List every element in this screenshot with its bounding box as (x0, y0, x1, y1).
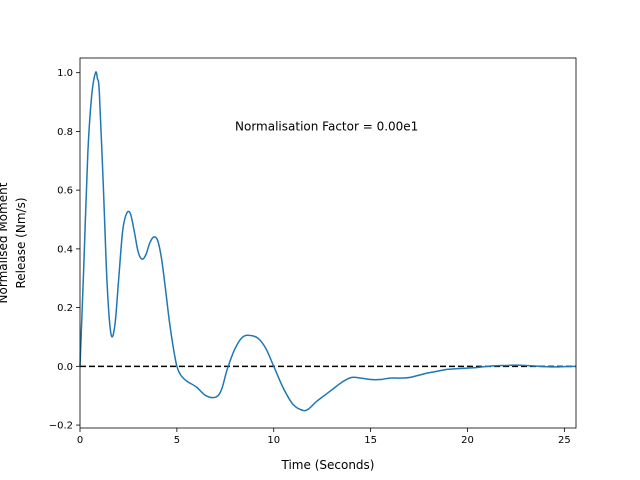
plot-area (80, 58, 576, 428)
y-tick-label: 0.8 (57, 127, 73, 138)
plot-frame (79, 57, 577, 429)
y-tick-label: 0.0 (57, 362, 73, 373)
y-tick-label: 0.4 (57, 244, 73, 255)
y-axis-label-group: Normalised Moment Release (Nm/s) (0, 182, 28, 303)
series-line (79, 71, 577, 412)
x-tick-label: 0 (77, 435, 83, 446)
x-tick-label: 15 (364, 435, 377, 446)
annotation-text: Normalisation Factor = 0.00e1 (235, 119, 418, 133)
y-axis-label-line-1: Normalised Moment (0, 182, 10, 303)
x-tick-label: 25 (558, 435, 571, 446)
y-tick-label: −0.2 (49, 421, 73, 432)
x-tick-label: 10 (267, 435, 280, 446)
x-axis-label: Time (Seconds) (281, 458, 375, 472)
y-tick-label: 1.0 (57, 68, 73, 79)
y-tick-label: 0.6 (57, 186, 73, 197)
x-tick-label: 5 (174, 435, 180, 446)
y-axis-label-line-2: Release (Nm/s) (14, 197, 28, 288)
y-tick-label: 0.2 (57, 303, 73, 314)
x-tick-label: 20 (461, 435, 474, 446)
ticks-group: 0 5 10 15 20 25 −0.2 0.0 0.2 0.4 0.6 0.8 1.0 (49, 68, 571, 446)
